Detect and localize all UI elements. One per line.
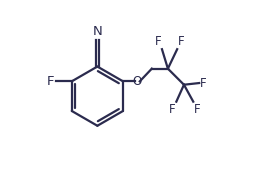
Text: N: N: [92, 25, 102, 38]
Text: F: F: [194, 103, 201, 116]
Text: F: F: [169, 103, 176, 116]
Text: O: O: [133, 75, 142, 88]
Text: F: F: [155, 35, 161, 47]
Text: F: F: [200, 77, 207, 90]
Text: F: F: [47, 75, 54, 88]
Text: F: F: [178, 35, 185, 47]
